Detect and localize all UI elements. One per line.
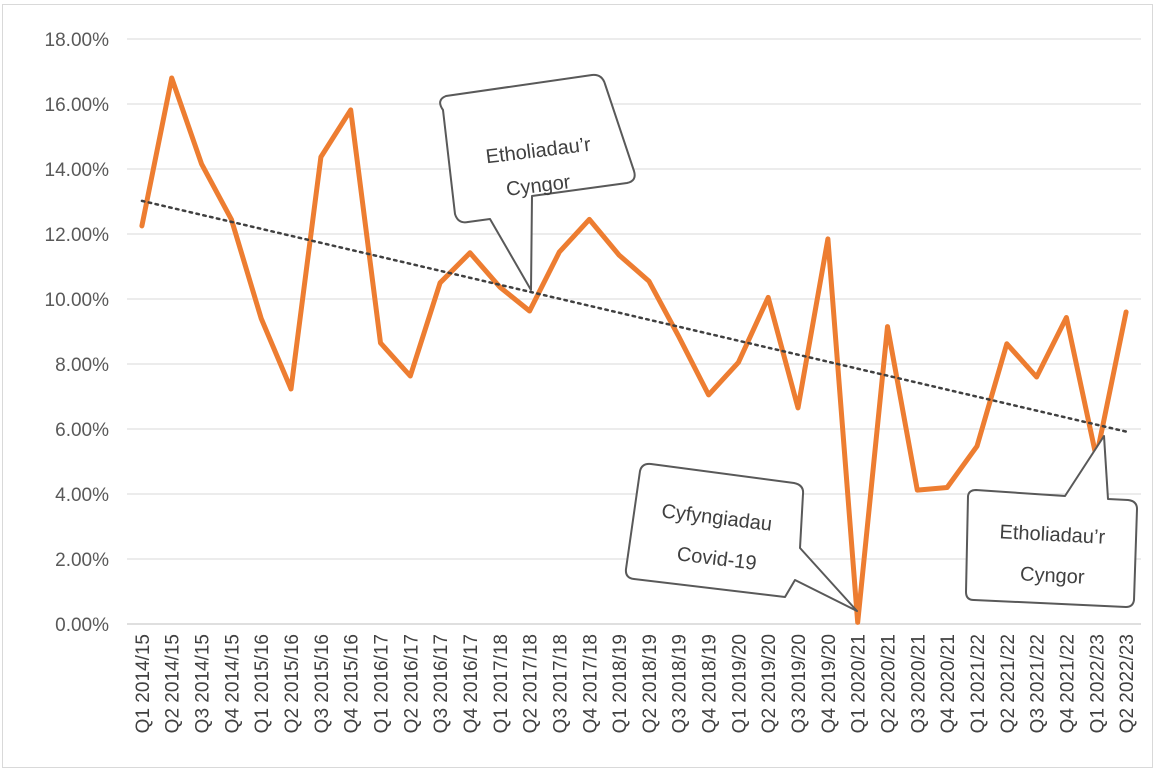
x-tick-label: Q1 2014/15 <box>133 634 154 733</box>
x-tick-label: Q4 2015/16 <box>342 634 363 733</box>
x-tick-label: Q1 2018/19 <box>610 634 631 733</box>
x-tick-label: Q2 2021/22 <box>998 634 1019 733</box>
x-tick-label: Q3 2021/22 <box>1028 634 1049 733</box>
y-tick-label: 0.00% <box>55 615 109 636</box>
x-tick-label: Q3 2015/16 <box>312 634 333 733</box>
y-tick-label: 10.00% <box>45 290 110 311</box>
y-tick-label: 18.00% <box>45 30 110 51</box>
x-tick-label: Q4 2019/20 <box>819 634 840 733</box>
y-axis-ticks: 0.00% 2.00% 4.00% 6.00% 8.00% 10.00% 12.00% 14.… <box>45 30 110 636</box>
x-tick-label: Q4 2014/15 <box>222 634 243 733</box>
callout-text: Cyngor <box>1020 563 1086 588</box>
series-layer <box>139 75 1129 625</box>
x-tick-label: Q4 2017/18 <box>580 634 601 733</box>
x-tick-label: Q2 2014/15 <box>163 634 184 733</box>
y-tick-label: 2.00% <box>55 550 109 571</box>
x-tick-label: Q3 2018/19 <box>670 634 691 733</box>
x-tick-label: Q4 2021/22 <box>1057 634 1078 733</box>
x-tick-label: Q3 2014/15 <box>193 634 214 733</box>
x-tick-label: Q1 2015/16 <box>252 634 273 733</box>
x-tick-label: Q4 2018/19 <box>700 634 721 733</box>
series-line <box>139 75 1129 625</box>
x-tick-label: Q3 2017/18 <box>550 634 571 733</box>
x-tick-label: Q4 2016/17 <box>461 634 482 733</box>
y-tick-label: 4.00% <box>55 485 109 506</box>
x-tick-label: Q2 2018/19 <box>640 634 661 733</box>
x-tick-label: Q3 2016/17 <box>431 634 452 733</box>
x-tick-label: Q1 2021/22 <box>968 634 989 733</box>
x-tick-label: Q3 2019/20 <box>789 634 810 733</box>
x-axis-ticks: Q1 2014/15 Q2 2014/15 Q3 2014/15 Q4 2014/15… <box>133 634 1138 733</box>
x-tick-label: Q2 2022/23 <box>1117 634 1138 733</box>
callout-bubble <box>965 435 1138 608</box>
x-tick-label: Q2 2019/20 <box>759 634 780 733</box>
x-tick-label: Q1 2017/18 <box>491 634 512 733</box>
x-tick-label: Q1 2019/20 <box>729 634 750 733</box>
x-tick-label: Q4 2020/21 <box>938 634 959 733</box>
x-tick-label: Q2 2017/18 <box>521 634 542 733</box>
y-tick-label: 16.00% <box>45 95 110 116</box>
trendline-layer <box>140 199 1128 433</box>
callout-bubble <box>439 73 636 291</box>
y-tick-label: 6.00% <box>55 420 109 441</box>
x-tick-label: Q2 2015/16 <box>282 634 303 733</box>
y-tick-label: 8.00% <box>55 355 109 376</box>
callout-bubble <box>624 462 858 612</box>
x-tick-label: Q1 2016/17 <box>372 634 393 733</box>
chart-frame <box>2 4 1153 768</box>
y-tick-label: 14.00% <box>45 160 110 181</box>
trendline <box>140 199 1128 433</box>
y-tick-label: 12.00% <box>45 225 110 246</box>
x-tick-label: Q2 2020/21 <box>879 634 900 733</box>
x-tick-label: Q2 2016/17 <box>401 634 422 733</box>
x-tick-label: Q1 2020/21 <box>849 634 870 733</box>
x-tick-label: Q1 2022/23 <box>1087 634 1108 733</box>
x-tick-label: Q3 2020/21 <box>908 634 929 733</box>
